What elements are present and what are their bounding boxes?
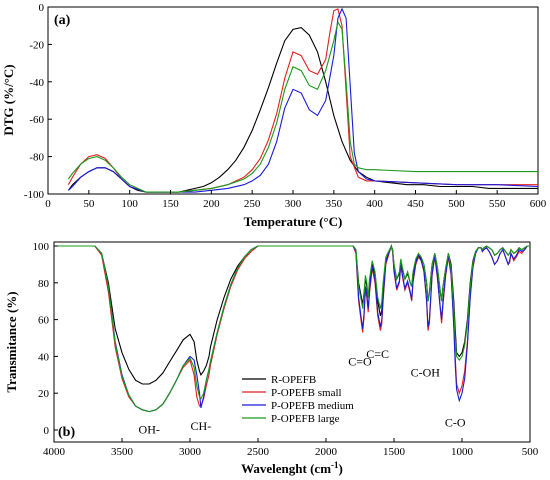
panel-a-y-tick-label: -20 bbox=[29, 39, 44, 51]
panel-b-y-tick-label: 0 bbox=[44, 425, 50, 437]
panel-b-y-axis-title: Transmitance (%) bbox=[4, 291, 19, 392]
panel-b-annotation-c-o: C=O bbox=[348, 355, 372, 369]
panel-a-series-line-4 bbox=[67, 20, 538, 193]
panel-b-x-tick-label: 1000 bbox=[451, 446, 474, 458]
panel-a-y-tick-label: -80 bbox=[29, 152, 44, 164]
panel-b-y-tick-label: 80 bbox=[38, 278, 50, 290]
panel-b-y-tick-label: 60 bbox=[38, 315, 50, 327]
panel-a-x-axis-title: Temperature (°C) bbox=[244, 214, 343, 229]
panel-b-x-axis-title-sup: -1 bbox=[331, 460, 339, 470]
panel-a-series-line-1 bbox=[67, 27, 538, 193]
panel-b-annotation-oh: OH- bbox=[139, 423, 160, 437]
panel-b-x-tick-label: 1500 bbox=[383, 446, 406, 458]
panel-a-series-line-2 bbox=[67, 8, 538, 193]
panel-a-plot-frame bbox=[47, 6, 539, 195]
panel-b-y-tick-label: 100 bbox=[33, 241, 50, 253]
panel-b-plot-frame bbox=[53, 241, 531, 443]
panel-b-annotation-c-o: C-O bbox=[445, 415, 466, 429]
panel-b-ftir-chart: 4000 3500 3000 2500 2000 1500 1000 500 0 20 40 60 80… bbox=[4, 241, 539, 476]
panel-b-label: (b) bbox=[58, 425, 75, 440]
panel-a-x-tick-label: 350 bbox=[326, 198, 343, 210]
panel-b-legend: R-OPEFB P-OPEFB small P-OPEFB medium P-O… bbox=[242, 374, 354, 425]
panel-b-x-tick-label: 2000 bbox=[315, 446, 338, 458]
panel-a-y-tick-label: -40 bbox=[29, 77, 44, 89]
panel-a-dtg-chart: 0 50 100 150 200 250 300 350 400 450 500 550 600 -100… bbox=[1, 2, 547, 229]
panel-b-x-tick-label: 4000 bbox=[43, 446, 66, 458]
panel-b-series-group bbox=[54, 243, 530, 413]
panel-b-x-tick-label: 500 bbox=[522, 446, 539, 458]
panel-a-x-tick-label: 550 bbox=[489, 198, 506, 210]
legend-label-p-opefb-medium: P-OPEFB medium bbox=[271, 400, 354, 412]
panel-b-ticks: 4000 3500 3000 2500 2000 1500 1000 500 0 20 40 60 80… bbox=[33, 241, 539, 458]
panel-a-x-tick-label: 600 bbox=[530, 198, 547, 210]
panel-b-annotation-c-c: C=C bbox=[366, 347, 389, 361]
panel-b-annotations: OH- CH- C=OC=C C-OH C-O bbox=[139, 347, 466, 436]
panel-a-x-tick-label: 200 bbox=[203, 198, 220, 210]
panel-b-y-tick-label: 40 bbox=[38, 351, 50, 363]
legend-label-p-opefb-small: P-OPEFB small bbox=[271, 387, 342, 399]
panel-a-ticks: 0 50 100 150 200 250 300 350 400 450 500 550 600 -100… bbox=[24, 2, 547, 210]
panel-b-x-axis-title: Wavelenght (cm-1) bbox=[241, 460, 343, 476]
panel-a-series-line-3 bbox=[68, 7, 539, 193]
panel-a-x-tick-label: 0 bbox=[45, 198, 51, 210]
legend-label-p-opefb-large: P-OPEFB large bbox=[271, 413, 340, 425]
legend-label-r-opefb: R-OPEFB bbox=[271, 374, 316, 386]
panel-b-x-axis-title-end: ) bbox=[339, 461, 343, 476]
panel-a-x-tick-label: 250 bbox=[244, 198, 261, 210]
panel-a-y-tick-label: -60 bbox=[29, 114, 44, 126]
panel-a-label: (a) bbox=[54, 13, 71, 28]
panel-b-annotation-ch: CH- bbox=[191, 419, 212, 433]
panel-a-series-group bbox=[67, 7, 539, 193]
panel-b-annotation-c-oh: C-OH bbox=[411, 366, 441, 380]
panel-a-y-axis-title: DTG (%/°C) bbox=[1, 64, 16, 135]
panel-a-y-tick-label: -100 bbox=[24, 189, 45, 201]
panel-b-x-tick-label: 2500 bbox=[247, 446, 270, 458]
panel-a-x-tick-label: 50 bbox=[83, 198, 95, 210]
panel-a-x-tick-label: 100 bbox=[121, 198, 138, 210]
panel-a-x-tick-label: 450 bbox=[407, 198, 424, 210]
panel-b-y-tick-label: 20 bbox=[38, 388, 50, 400]
panel-a-x-tick-label: 300 bbox=[285, 198, 302, 210]
panel-b-series-line-p-opefb-large bbox=[54, 244, 530, 413]
panel-a-x-tick-label: 500 bbox=[448, 198, 465, 210]
panel-a-y-tick-label: 0 bbox=[39, 2, 45, 14]
panel-b-x-tick-label: 3000 bbox=[179, 446, 202, 458]
panel-b-series-line-r-opefb bbox=[54, 244, 530, 385]
panel-a-x-tick-label: 150 bbox=[162, 198, 179, 210]
panel-b-x-axis-title-main: Wavelenght (cm bbox=[241, 461, 331, 476]
panel-b-x-tick-label: 3500 bbox=[111, 446, 134, 458]
panel-b-series-line-p-opefb-medium bbox=[54, 244, 530, 413]
panel-a-x-tick-label: 400 bbox=[366, 198, 383, 210]
